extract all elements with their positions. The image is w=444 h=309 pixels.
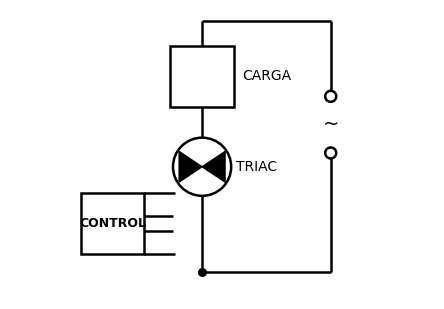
Text: CONTROL: CONTROL (79, 217, 146, 230)
Circle shape (173, 138, 231, 196)
Polygon shape (202, 151, 225, 182)
Polygon shape (179, 151, 202, 182)
Text: ~: ~ (322, 115, 339, 134)
Bar (170, 46, 234, 107)
Circle shape (325, 147, 336, 159)
Text: TRIAC: TRIAC (236, 160, 277, 174)
Bar (81, 193, 144, 254)
Text: CARGA: CARGA (242, 70, 291, 83)
Circle shape (325, 91, 336, 102)
